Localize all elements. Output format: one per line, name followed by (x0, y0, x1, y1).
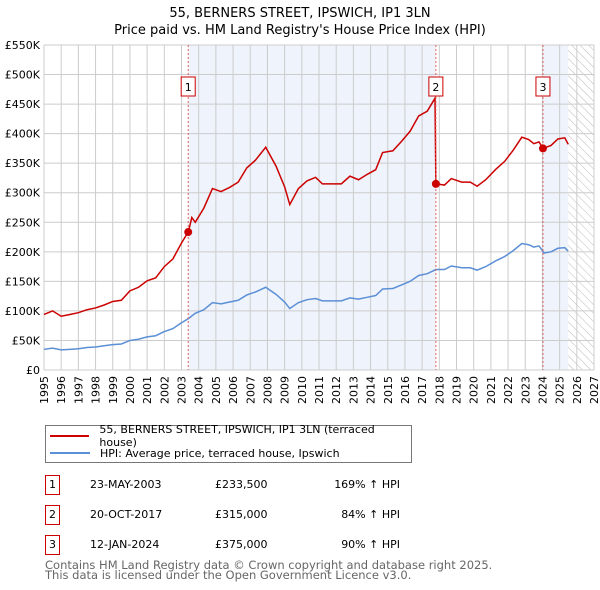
sale-point (538, 144, 547, 153)
x-tick-label: 2002 (158, 376, 171, 404)
property-price-line (43, 95, 569, 318)
sale-point (184, 228, 193, 237)
sale-label-box (180, 76, 196, 97)
x-tick-label: 2022 (502, 376, 515, 404)
y-tick-label: £400K (5, 128, 41, 141)
legend-swatch-property (50, 435, 90, 437)
chart: 1995 1996 1997 1998 1999 2000 2001 2002 2003 2004… (5, 39, 600, 404)
y-tick-label: £50K (12, 334, 41, 347)
footer-line-2: This data is licensed under the Open Gov… (45, 568, 412, 582)
x-tick-label: 2017 (416, 376, 429, 404)
x-tick-label: 1997 (72, 376, 85, 404)
y-tick-label: £100K (5, 305, 41, 318)
sale-hpi-change: 169% ↑ HPI (334, 478, 400, 491)
x-tick-label: 2011 (313, 376, 326, 404)
legend-swatch-hpi (50, 452, 90, 454)
x-tick-label: 2013 (347, 376, 360, 404)
x-tick-label: 1998 (90, 376, 103, 404)
sale-date: 12-JAN-2024 (90, 538, 160, 551)
sale-date: 23-MAY-2003 (90, 478, 162, 491)
x-tick-label: 2003 (176, 376, 189, 404)
sale-price: £233,500 (215, 478, 268, 491)
sale-row: 1 23-MAY-2003 £233,500 169% ↑ HPI (45, 475, 445, 495)
x-tick-label: 1996 (55, 376, 68, 404)
hpi-line (43, 242, 569, 351)
sale-label-number: 1 (185, 81, 192, 94)
x-tick-label: 2019 (451, 376, 464, 404)
x-tick-label: 2027 (588, 376, 600, 404)
footer-line-1: Contains HM Land Registry data © Crown c… (45, 558, 493, 572)
y-tick-label: £300K (5, 187, 41, 200)
sale-hpi-change: 84% ↑ HPI (341, 508, 400, 521)
chart-title: 55, BERNERS STREET, IPSWICH, IP1 3LN (169, 6, 431, 21)
y-tick-label: £0 (26, 364, 40, 377)
x-tick-label: 2004 (193, 376, 206, 404)
x-tick-label: 2010 (296, 376, 309, 404)
x-tick-label: 2007 (244, 376, 257, 404)
forecast-hatch (568, 45, 594, 370)
legend-label-property: 55, BERNERS STREET, IPSWICH, IP1 3LN (te… (99, 423, 375, 449)
x-tick-label: 2009 (279, 376, 292, 404)
x-tick-label: 2001 (141, 376, 154, 404)
x-tick-label: 2012 (330, 376, 343, 404)
sale-label-box (535, 76, 551, 97)
y-tick-label: £450K (5, 98, 41, 111)
sale-label-number: 3 (539, 81, 546, 94)
x-tick-label: 1999 (107, 376, 120, 404)
legend-label-hpi: HPI: Average price, terraced house, Ipsw… (100, 446, 340, 460)
shaded-range (542, 45, 569, 370)
footer: Contains HM Land Registry data © Crown c… (45, 558, 493, 582)
sale-price: £315,000 (215, 508, 268, 521)
x-tick-label: 2023 (519, 376, 532, 404)
sale-date: 20-OCT-2017 (90, 508, 163, 521)
x-tick-label: 1995 (38, 376, 51, 404)
x-tick-label: 2021 (485, 376, 498, 404)
sale-row: 2 20-OCT-2017 £315,000 84% ↑ HPI (45, 505, 445, 525)
y-tick-label: £550K (5, 39, 41, 52)
y-tick-label: £200K (5, 246, 41, 259)
x-tick-label: 2025 (554, 376, 567, 404)
x-tick-label: 2020 (468, 376, 481, 404)
x-tick-label: 2006 (227, 376, 240, 404)
y-tick-label: £150K (5, 275, 41, 288)
x-tick-label: 2024 (536, 376, 549, 404)
sale-number-badge: 2 (45, 505, 60, 525)
y-tick-label: £500K (5, 69, 41, 82)
legend: 55, BERNERS STREET, IPSWICH, IP1 3LN (te… (45, 423, 412, 463)
sale-label-box (428, 76, 444, 97)
y-tick-label: £250K (5, 216, 41, 229)
x-tick-label: 2008 (261, 376, 274, 404)
x-tick-label: 2005 (210, 376, 223, 404)
sale-label-number: 2 (432, 81, 439, 94)
sale-row: 3 12-JAN-2024 £375,000 90% ↑ HPI (45, 535, 445, 555)
x-tick-label: 2026 (571, 376, 584, 404)
x-tick-label: 2015 (382, 376, 395, 404)
y-tick-label: £350K (5, 157, 41, 170)
sale-hpi-change: 90% ↑ HPI (341, 538, 400, 551)
x-tick-label: 2018 (433, 376, 446, 404)
x-tick-label: 2016 (399, 376, 412, 404)
chart-subtitle: Price paid vs. HM Land Registry's House … (114, 23, 486, 38)
sale-point (431, 179, 440, 188)
sale-number-badge: 1 (45, 475, 60, 495)
shaded-range (188, 45, 436, 370)
x-tick-label: 2000 (124, 376, 137, 404)
sale-number-badge: 3 (45, 535, 60, 555)
x-tick-label: 2014 (365, 376, 378, 404)
sale-price: £375,000 (215, 538, 268, 551)
